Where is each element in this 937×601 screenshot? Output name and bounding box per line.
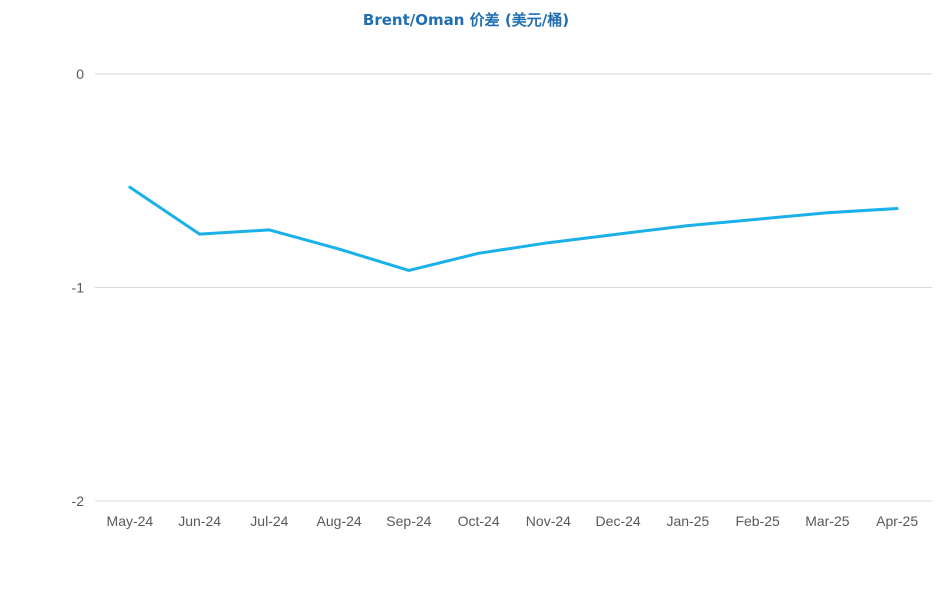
- x-tick-label: Mar-25: [805, 513, 850, 529]
- x-tick-label: Sep-24: [386, 513, 431, 529]
- y-tick-label: -2: [72, 493, 85, 509]
- y-tick-label: -1: [72, 280, 85, 296]
- x-tick-label: Jul-24: [250, 513, 288, 529]
- x-tick-label: Jan-25: [666, 513, 709, 529]
- chart-title: Brent/Oman 价差 (美元/桶): [363, 11, 569, 29]
- x-tick-label: Oct-24: [458, 513, 500, 529]
- x-tick-label: Aug-24: [317, 513, 362, 529]
- gridlines: [95, 73, 932, 502]
- x-axis-ticks: May-24 Jun-24 Jul-24 Aug-24 Sep-24 Oct-24 Nov-…: [107, 513, 919, 529]
- x-tick-label: Apr-25: [876, 513, 918, 529]
- y-tick-label: 0: [76, 66, 84, 82]
- x-tick-label: Feb-25: [735, 513, 780, 529]
- series-line: [128, 185, 899, 272]
- y-axis-ticks: 0 -1 -2: [72, 66, 85, 509]
- x-tick-label: Dec-24: [596, 513, 641, 529]
- x-tick-label: Nov-24: [526, 513, 571, 529]
- x-tick-label: May-24: [107, 513, 154, 529]
- x-tick-label: Jun-24: [178, 513, 221, 529]
- series-layer: [128, 185, 899, 272]
